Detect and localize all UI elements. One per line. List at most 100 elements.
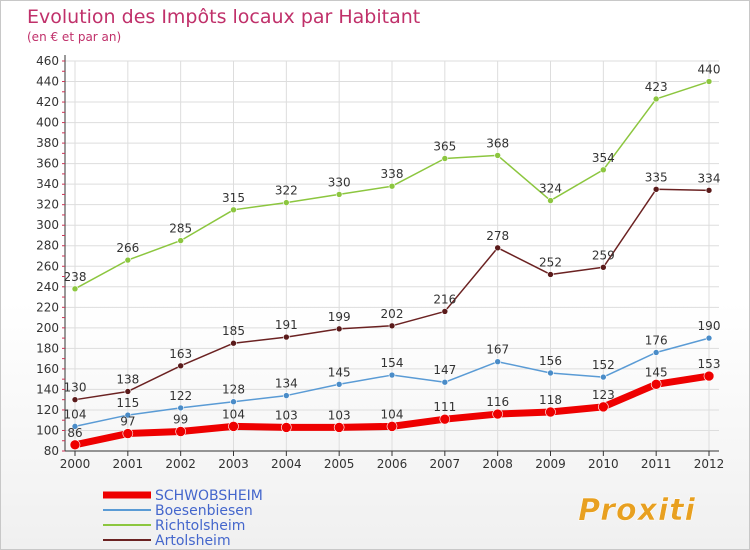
data-point	[124, 256, 132, 264]
y-tick-label: 400	[36, 116, 59, 130]
data-point	[600, 166, 607, 174]
y-tick-label: 440	[36, 75, 59, 89]
data-point	[177, 404, 184, 412]
data-label: 199	[328, 310, 351, 324]
data-label: 128	[222, 383, 245, 397]
data-labels: 238 266 285 315 322 330 338 365 368 324 354 423 440 1…	[64, 63, 721, 440]
data-label: 216	[433, 292, 456, 306]
x-tick-label: 2003	[218, 457, 249, 471]
data-point	[600, 263, 607, 271]
data-label: 163	[169, 347, 192, 361]
data-point	[705, 78, 713, 85]
x-tick-label: 2010	[588, 457, 619, 471]
data-point	[388, 182, 396, 190]
data-label: 252	[539, 255, 562, 269]
legend: SCHWOBSHEIMBoesenbiesenRichtolsheimArtol…	[103, 488, 263, 549]
data-label: 145	[328, 365, 351, 379]
data-label: 202	[381, 307, 404, 321]
data-point	[175, 426, 186, 437]
data-label: 322	[275, 184, 298, 198]
data-label: 156	[539, 354, 562, 368]
data-label: 134	[275, 377, 298, 391]
data-point	[545, 406, 556, 418]
y-tick-label: 120	[36, 403, 59, 417]
data-label: 116	[486, 395, 509, 409]
axes: 80 100 120 140 160 180 200 220 240 260 280 300 320 34…	[36, 54, 724, 471]
data-label: 123	[592, 388, 615, 402]
data-point	[230, 206, 237, 214]
legend-label: Artolsheim	[155, 533, 231, 549]
legend-label: Boesenbiesen	[155, 503, 253, 519]
data-label: 154	[381, 356, 404, 370]
legend-label: Richtolsheim	[155, 518, 245, 534]
y-tick-label: 280	[36, 239, 59, 253]
data-point	[705, 187, 713, 194]
data-point	[124, 411, 132, 419]
data-point	[547, 369, 554, 377]
data-point	[600, 373, 607, 381]
data-point	[124, 388, 132, 395]
chart-subtitle: (en € et par an)	[27, 30, 121, 44]
x-tick-label: 2008	[482, 457, 513, 471]
data-label: 330	[328, 175, 351, 189]
data-point	[333, 422, 345, 433]
grid-lines	[65, 60, 719, 452]
data-label: 115	[116, 396, 139, 410]
y-tick-label: 300	[36, 218, 59, 232]
data-point	[71, 285, 79, 293]
data-label: 238	[64, 270, 87, 284]
data-label: 440	[698, 63, 721, 77]
data-label: 315	[222, 191, 245, 205]
y-tick-label: 220	[36, 300, 59, 314]
data-point	[650, 378, 662, 390]
data-point	[335, 325, 343, 333]
data-point	[652, 185, 660, 193]
x-tick-label: 2000	[60, 457, 91, 471]
x-tick-label: 2011	[641, 457, 672, 471]
data-point	[494, 152, 501, 159]
data-point	[71, 396, 79, 403]
data-label: 130	[64, 381, 87, 395]
data-point	[705, 334, 713, 342]
x-tick-label: 2001	[113, 457, 144, 471]
x-tick-label: 2012	[694, 457, 725, 471]
data-label: 423	[645, 80, 668, 94]
data-label: 190	[698, 319, 721, 333]
x-tick-label: 2006	[377, 457, 408, 471]
data-point	[177, 362, 184, 370]
data-label: 103	[275, 408, 298, 422]
proxiti-logo: Proxiti	[578, 493, 695, 529]
data-point	[441, 308, 449, 315]
data-label: 191	[275, 318, 298, 332]
data-point	[281, 422, 292, 433]
data-point	[230, 398, 237, 406]
data-label: 122	[169, 389, 192, 403]
y-tick-label: 80	[44, 444, 59, 458]
data-label: 324	[539, 182, 562, 196]
data-label: 99	[173, 413, 188, 427]
data-label: 334	[698, 171, 721, 185]
y-tick-label: 180	[36, 341, 59, 355]
data-point	[335, 191, 343, 198]
y-tick-label: 140	[36, 382, 59, 396]
data-label: 104	[64, 407, 87, 421]
x-tick-label: 2009	[535, 457, 566, 471]
data-point	[335, 380, 343, 388]
data-point	[388, 371, 396, 379]
x-tick-label: 2002	[165, 457, 196, 471]
data-point	[439, 413, 451, 425]
data-point	[598, 401, 609, 413]
data-label: 368	[486, 136, 509, 150]
y-tick-label: 320	[36, 198, 59, 212]
data-label: 338	[381, 167, 404, 181]
data-point	[441, 155, 449, 162]
x-tick-label: 2005	[324, 457, 355, 471]
data-point	[122, 428, 134, 439]
data-point	[547, 271, 554, 278]
data-label: 259	[592, 248, 615, 262]
data-label: 176	[645, 333, 668, 347]
data-point	[283, 199, 290, 206]
data-label: 145	[645, 365, 668, 379]
data-label: 354	[592, 151, 615, 165]
data-label: 118	[539, 393, 562, 407]
